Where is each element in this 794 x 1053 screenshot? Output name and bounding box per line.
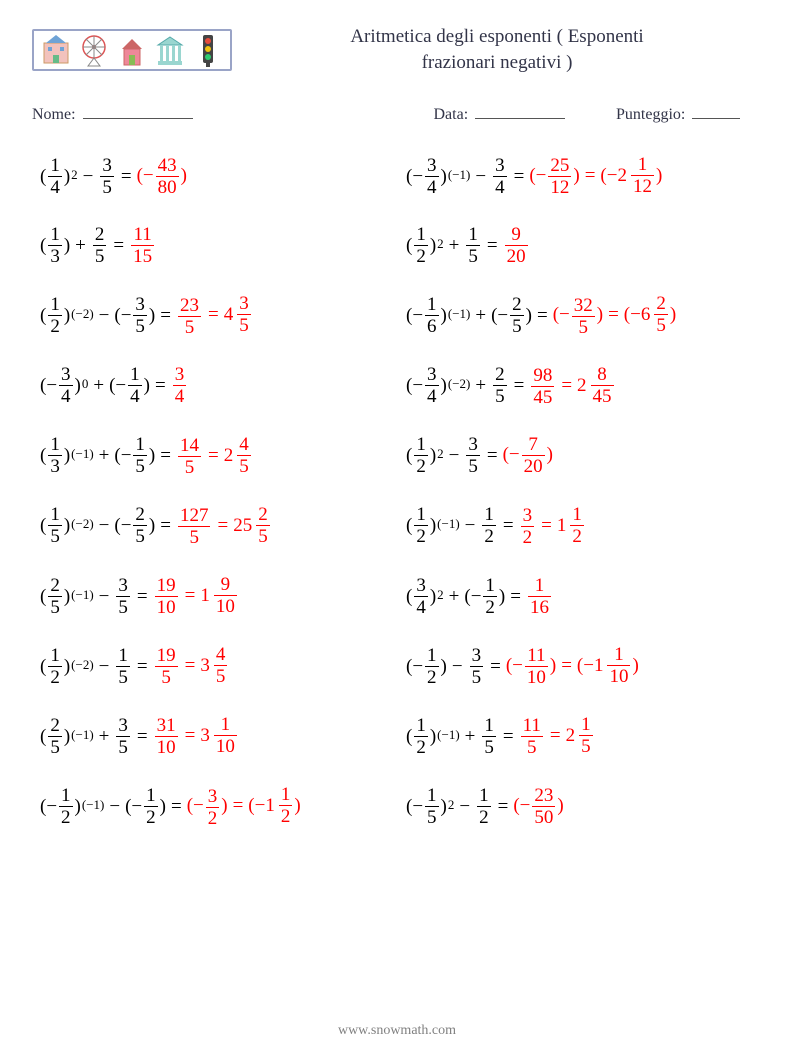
problem: (−34)0+(−14)=34 xyxy=(40,364,396,408)
info-row: Nome: Data: Punteggio: xyxy=(32,103,762,124)
problem: (−34)(−1)−34=(−2512)=(−2112) xyxy=(406,154,762,198)
date-label: Data: xyxy=(434,106,469,123)
problem: (25)(−1)−35=1910=1910 xyxy=(40,574,396,618)
problem: (−15)2−12=(−2350) xyxy=(406,784,762,828)
problem: (15)(−2)−(−25)=1275=2525 xyxy=(40,504,396,548)
problem: (12)(−2)−15=195=345 xyxy=(40,644,396,688)
problems-grid: (14)2−35=(−4380)(−34)(−1)−34=(−2512)=(−2… xyxy=(32,154,762,828)
header-row: Aritmetica degli esponenti ( Esponenti f… xyxy=(32,24,762,75)
problem: (12)2+15=920 xyxy=(406,224,762,267)
problem: (−34)(−2)+25=9845=2845 xyxy=(406,364,762,408)
problem: (34)2+(−12)=116 xyxy=(406,574,762,618)
house-icon xyxy=(116,33,148,67)
name-label: Nome: xyxy=(32,106,76,123)
footer-url: www.snowmath.com xyxy=(0,1023,794,1039)
ferris-wheel-icon xyxy=(78,33,110,67)
problem: (14)2−35=(−4380) xyxy=(40,154,396,198)
name-blank xyxy=(83,103,193,119)
problem: (13)(−1)+(−15)=145=245 xyxy=(40,434,396,478)
problem: (13)+25=1115 xyxy=(40,224,396,267)
problem: (−12)(−1)−(−12)=(−32)=(−112) xyxy=(40,784,396,828)
worksheet-title: Aritmetica degli esponenti ( Esponenti f… xyxy=(232,24,762,75)
worksheet-page: Aritmetica degli esponenti ( Esponenti f… xyxy=(0,0,794,829)
title-line-1: Aritmetica degli esponenti ( Esponenti xyxy=(350,26,643,47)
bank-columns-icon xyxy=(154,33,186,67)
problem: (−12)−35=(−1110)=(−1110) xyxy=(406,644,762,688)
traffic-light-icon xyxy=(192,33,224,67)
score-label: Punteggio: xyxy=(616,106,685,123)
problem: (12)2−35=(−720) xyxy=(406,434,762,478)
title-line-2: frazionari negativi ) xyxy=(422,52,573,73)
score-field: Punteggio: xyxy=(616,103,762,124)
problem: (−16)(−1)+(−25)=(−325)=(−625) xyxy=(406,293,762,337)
date-field: Data: xyxy=(434,103,617,124)
problem: (12)(−1)+15=115=215 xyxy=(406,714,762,758)
name-field: Nome: xyxy=(32,103,434,124)
problem: (12)(−2)−(−35)=235=435 xyxy=(40,293,396,337)
problem: (12)(−1)−12=32=112 xyxy=(406,504,762,548)
problem: (25)(−1)+35=3110=3110 xyxy=(40,714,396,758)
date-blank xyxy=(475,103,565,119)
school-building-icon xyxy=(40,33,72,67)
score-blank xyxy=(692,103,740,119)
icon-strip xyxy=(32,29,232,71)
